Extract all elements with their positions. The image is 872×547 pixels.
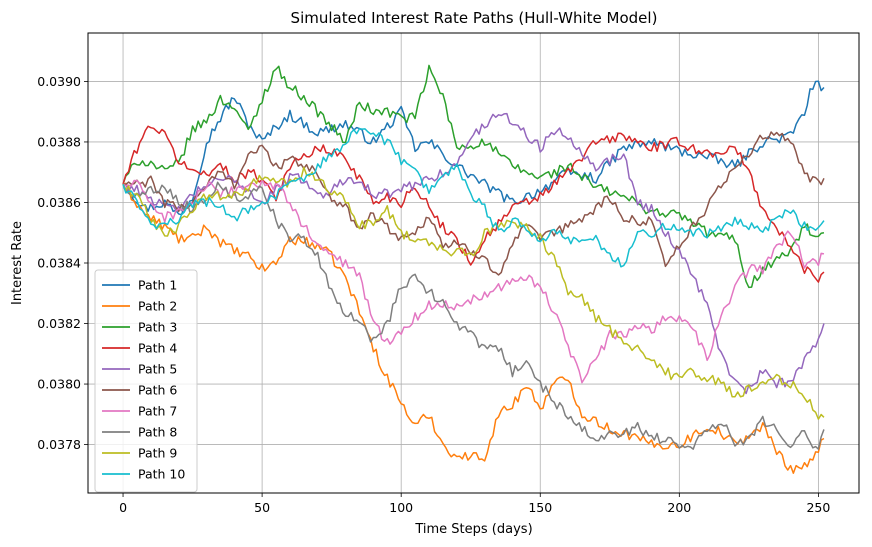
series-line-path-9 xyxy=(122,166,825,420)
x-tick-label: 200 xyxy=(667,500,691,515)
x-axis-label: Time Steps (days) xyxy=(414,522,532,537)
grid-lines xyxy=(88,33,859,493)
y-tick-label: 0.0384 xyxy=(37,256,81,271)
y-tick-label: 0.0382 xyxy=(37,316,81,331)
y-tick-label: 0.0388 xyxy=(37,134,81,149)
y-tick-label: 0.0380 xyxy=(37,377,81,392)
series-line-path-5 xyxy=(123,112,825,395)
legend-box xyxy=(94,269,198,493)
x-tick-label: 150 xyxy=(528,500,552,515)
legend-label: Path 8 xyxy=(138,425,177,440)
series-line-path-1 xyxy=(122,80,825,216)
series-lines xyxy=(122,64,825,474)
y-tick-label: 0.0390 xyxy=(37,74,81,89)
chart-title: Simulated Interest Rate Paths (Hull-Whit… xyxy=(291,9,658,27)
x-tick-label: 0 xyxy=(119,500,127,515)
legend-label: Path 7 xyxy=(138,404,177,419)
x-axis-ticks: 0 50 100 150 200 250 xyxy=(119,493,830,515)
series-line-path-10 xyxy=(122,127,825,268)
y-tick-label: 0.0386 xyxy=(37,195,81,210)
series-line-path-2 xyxy=(122,182,825,474)
y-axis-ticks: 0.0378 0.0380 0.0382 0.0384 0.0386 0.0388 0.03… xyxy=(37,74,88,452)
y-tick-label: 0.0378 xyxy=(37,437,81,452)
x-tick-label: 100 xyxy=(389,500,413,515)
legend-label: Path 3 xyxy=(138,320,177,335)
legend-label: Path 2 xyxy=(138,299,177,314)
legend-label: Path 1 xyxy=(138,278,177,293)
legend-label: Path 10 xyxy=(138,467,185,482)
series-line-path-8 xyxy=(122,181,825,450)
series-line-path-6 xyxy=(123,131,825,276)
legend-label: Path 6 xyxy=(138,383,177,398)
legend-label: Path 9 xyxy=(138,446,177,461)
x-tick-label: 50 xyxy=(254,500,270,515)
legend: Path 1 Path 2 Path 3 Path 4 Path 5 Path 6 Path… xyxy=(94,269,198,493)
legend-label: Path 5 xyxy=(138,362,177,377)
series-line-path-7 xyxy=(122,178,825,384)
x-tick-label: 250 xyxy=(806,500,830,515)
y-axis-label: Interest Rate xyxy=(10,221,25,305)
legend-label: Path 4 xyxy=(138,341,177,356)
